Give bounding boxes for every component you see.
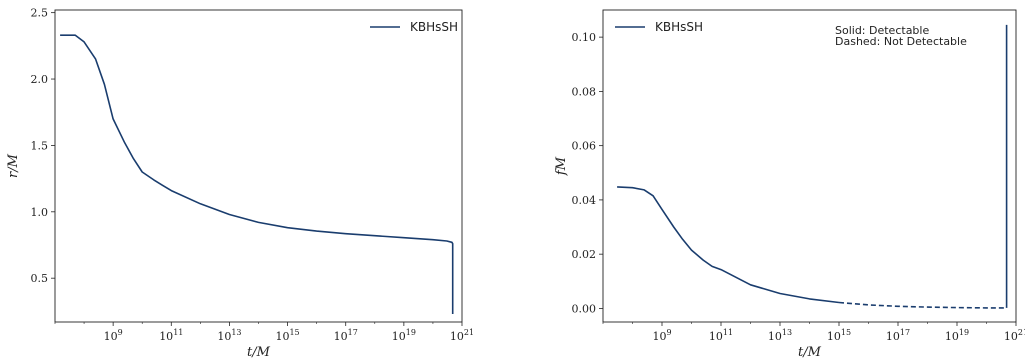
plot-frame (602, 9, 1017, 323)
y-tick-label: 0.10 (572, 31, 597, 44)
left-panel-r-over-m: 109 1011 1013 1015 1017 1019 10210.51.01.52.02… (6, 7, 474, 360)
legend-label: KBHsSH (410, 20, 458, 34)
y-tick-label: 0.08 (572, 85, 597, 98)
x-tick-exponent: 15 (289, 328, 299, 337)
x-tick-base: 10 (827, 330, 841, 343)
x-tick-exponent: 21 (1018, 328, 1025, 337)
x-tick-base: 10 (709, 330, 723, 343)
x-tick-base: 10 (392, 330, 406, 343)
x-tick-base: 10 (217, 330, 231, 343)
x-tick-base: 10 (104, 330, 118, 343)
series-line-solid-0 (60, 34, 454, 314)
x-tick-exponent: 19 (959, 328, 969, 337)
x-tick-exponent: 9 (666, 328, 671, 337)
x-tick-base: 10 (334, 330, 348, 343)
x-tick-base: 10 (886, 330, 900, 343)
x-tick-label: 1011 (709, 328, 733, 343)
x-tick-exponent: 17 (348, 328, 358, 337)
annotation-line: Dashed: Not Detectable (835, 35, 967, 48)
right-panel-f-times-m: 1091011101310151017101910210.000.020.040… (554, 9, 1025, 360)
x-tick-base: 10 (652, 330, 666, 343)
x-tick-label: 1015 (827, 328, 851, 343)
y-axis-label: r/M (6, 153, 21, 178)
x-tick-label: 1019 (392, 328, 416, 343)
x-tick-label: 1021 (450, 328, 474, 343)
x-tick-label: 109 (104, 328, 123, 343)
plot-frame (54, 9, 463, 323)
x-tick-base: 10 (159, 330, 173, 343)
y-tick-label: 2.0 (31, 73, 49, 86)
x-tick-exponent: 15 (841, 328, 851, 337)
x-tick-base: 10 (1004, 330, 1018, 343)
y-tick-label: 1.0 (31, 206, 49, 219)
x-tick-exponent: 19 (406, 328, 416, 337)
x-tick-label: 1013 (217, 328, 241, 343)
series-line-solid-0 (617, 186, 840, 304)
y-tick-label: 1.5 (31, 139, 49, 152)
y-tick-label: 2.5 (31, 7, 49, 20)
series-line-dashed-1 (838, 301, 1007, 309)
x-tick-label: 1013 (768, 328, 792, 343)
x-tick-label: 1021 (1004, 328, 1025, 343)
x-tick-exponent: 9 (118, 328, 123, 337)
y-tick-label: 0.06 (572, 140, 597, 153)
x-tick-exponent: 17 (900, 328, 910, 337)
x-tick-label: 1017 (334, 328, 358, 343)
annotation-line: Solid: Detectable (835, 24, 929, 37)
x-tick-base: 10 (945, 330, 959, 343)
x-tick-label: 1017 (886, 328, 910, 343)
x-tick-exponent: 11 (173, 328, 183, 337)
y-tick-label: 0.02 (572, 248, 597, 261)
x-axis-label: t/M (798, 345, 822, 360)
y-tick-label: 0.5 (31, 272, 49, 285)
x-axis-label: t/M (247, 345, 271, 360)
x-tick-exponent: 13 (782, 328, 792, 337)
x-tick-label: 1019 (945, 328, 969, 343)
x-tick-exponent: 13 (231, 328, 241, 337)
x-tick-base: 10 (768, 330, 782, 343)
y-tick-label: 0.00 (572, 302, 597, 315)
y-tick-label: 0.04 (572, 194, 597, 207)
x-tick-label: 1015 (275, 328, 299, 343)
x-tick-label: 109 (652, 328, 671, 343)
x-tick-base: 10 (275, 330, 289, 343)
x-tick-exponent: 21 (464, 328, 474, 337)
x-tick-label: 1011 (159, 328, 183, 343)
y-axis-label: fM (554, 156, 569, 176)
legend-label: KBHsSH (655, 20, 703, 34)
x-tick-base: 10 (450, 330, 464, 343)
x-tick-exponent: 11 (723, 328, 733, 337)
